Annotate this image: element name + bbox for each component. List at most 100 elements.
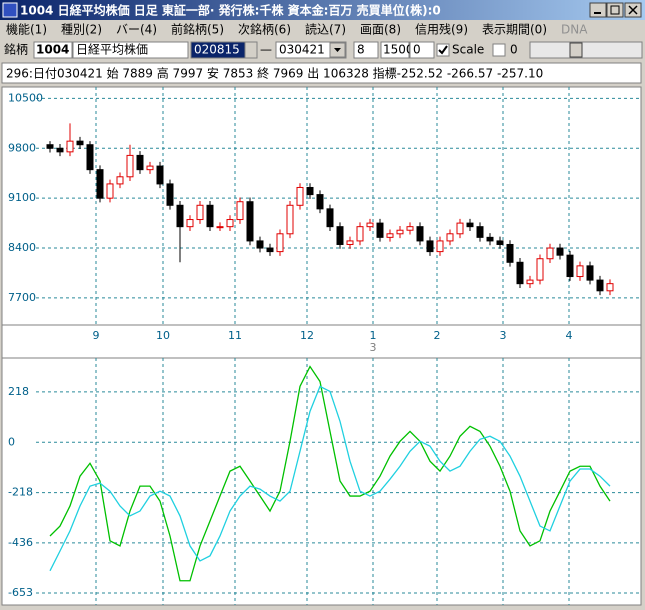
menu-item[interactable]: バー(4) xyxy=(116,23,157,37)
maximize-button[interactable] xyxy=(606,2,624,18)
candle-body xyxy=(116,176,124,185)
menu-item[interactable]: DNA xyxy=(561,23,588,37)
candle-body xyxy=(466,222,474,228)
checkbox-2[interactable] xyxy=(492,43,506,57)
code-field[interactable] xyxy=(33,41,73,59)
field-1[interactable] xyxy=(353,41,379,59)
menu-bar: 機能(1) 種別(2) バー(4) 前銘柄(5) 次銘柄(6) 読込(7) 画面(8) 信用残… xyxy=(6,22,588,37)
y-tick-label: -436 xyxy=(8,536,33,549)
candle-body xyxy=(476,226,484,238)
app-icon xyxy=(2,2,18,18)
field-1-value: 8 xyxy=(357,43,365,57)
menu-item[interactable]: 前銘柄(5) xyxy=(171,22,224,37)
candle-body xyxy=(66,140,74,153)
candle-body xyxy=(236,201,244,221)
oscillator-line xyxy=(49,365,611,582)
candle-body xyxy=(376,222,384,238)
candle-body xyxy=(246,201,254,242)
menu-item[interactable]: 信用残(9) xyxy=(415,23,468,37)
candle-body xyxy=(56,147,64,153)
field-2-value: 1500 xyxy=(383,43,414,57)
year-label: 3 xyxy=(370,341,377,354)
candle-body xyxy=(46,144,54,149)
candle-body xyxy=(606,283,614,292)
candle-body xyxy=(486,236,494,242)
candle-body xyxy=(346,240,354,245)
to-field[interactable] xyxy=(275,41,347,59)
oscillator-line xyxy=(49,385,611,572)
candle-body xyxy=(306,186,314,196)
candle-body xyxy=(316,194,324,210)
x-tick-label: 4 xyxy=(566,329,573,342)
y-tick-label: 10500 xyxy=(8,91,43,104)
window-buttons[interactable] xyxy=(589,2,642,18)
menu-item[interactable]: 種別(2) xyxy=(61,23,102,37)
field-3[interactable] xyxy=(409,41,435,59)
candle-body xyxy=(426,240,434,253)
y-tick-label: 7700 xyxy=(8,291,36,304)
to-value: 030421 xyxy=(279,43,325,57)
menu-item[interactable]: 画面(8) xyxy=(360,23,401,37)
candle-body xyxy=(536,258,544,281)
candle-body xyxy=(556,247,564,256)
candle-body xyxy=(206,204,214,228)
candle-body xyxy=(516,261,524,285)
x-tick-label: 10 xyxy=(156,329,170,342)
menu-item[interactable]: 読込(7) xyxy=(305,22,346,37)
oscillator-panel xyxy=(1,357,642,606)
candle-body xyxy=(106,183,114,199)
y-tick-label: -218 xyxy=(8,486,33,499)
candle-body xyxy=(446,233,454,242)
candle-body xyxy=(396,229,404,235)
candle-body xyxy=(456,222,464,235)
candle-body xyxy=(276,233,284,253)
y-tick-label: 9800 xyxy=(8,141,36,154)
date-dash: — xyxy=(260,43,272,57)
candle-body xyxy=(286,204,294,235)
y-tick-label: 0 xyxy=(8,435,15,448)
x-tick-label: 1 xyxy=(370,329,377,342)
field-2[interactable] xyxy=(380,41,410,59)
candle-body xyxy=(166,183,174,206)
x-tick-label: 12 xyxy=(300,329,314,342)
candle-body xyxy=(546,247,554,260)
y-tick-label: -653 xyxy=(8,586,33,599)
candle-body xyxy=(256,240,264,249)
candle-body xyxy=(526,279,534,285)
candle-body xyxy=(186,219,194,228)
field-4-value: 0 xyxy=(510,43,518,57)
candle-body xyxy=(126,154,134,178)
candle-body xyxy=(406,226,414,231)
candle-body xyxy=(226,219,234,228)
candle-body xyxy=(196,204,204,221)
x-tick-label: 9 xyxy=(93,329,100,342)
candle-body xyxy=(296,186,304,206)
code-label: 銘柄 xyxy=(4,42,28,57)
candle-body xyxy=(366,222,374,228)
candle-body xyxy=(336,226,344,245)
scale-label: Scale xyxy=(452,43,484,57)
code-value: 1004 xyxy=(36,43,69,57)
menu-item[interactable]: 次銘柄(6) xyxy=(238,22,291,37)
menu-item[interactable]: 機能(1) xyxy=(6,22,47,37)
y-tick-label: 218 xyxy=(8,385,29,398)
candle-body xyxy=(326,208,334,228)
candle-body xyxy=(76,140,84,146)
info-line: 296:日付030421 始 7889 高 7997 安 7853 終 7969… xyxy=(6,66,543,81)
title-bar xyxy=(0,0,645,20)
spinner[interactable] xyxy=(244,41,258,59)
y-tick-label: 8400 xyxy=(8,241,36,254)
name-value: 日経平均株価 xyxy=(76,42,148,57)
candle-body xyxy=(156,165,164,185)
name-field[interactable] xyxy=(72,41,189,59)
slider[interactable] xyxy=(529,41,643,59)
field-3-value: 0 xyxy=(413,43,421,57)
minimize-button[interactable] xyxy=(589,2,607,18)
candle-body xyxy=(416,226,424,242)
x-tick-label: 3 xyxy=(500,329,507,342)
y-tick-label: 9100 xyxy=(8,191,36,204)
candle-body xyxy=(86,144,94,171)
menu-item[interactable]: 表示期間(0) xyxy=(482,23,547,37)
